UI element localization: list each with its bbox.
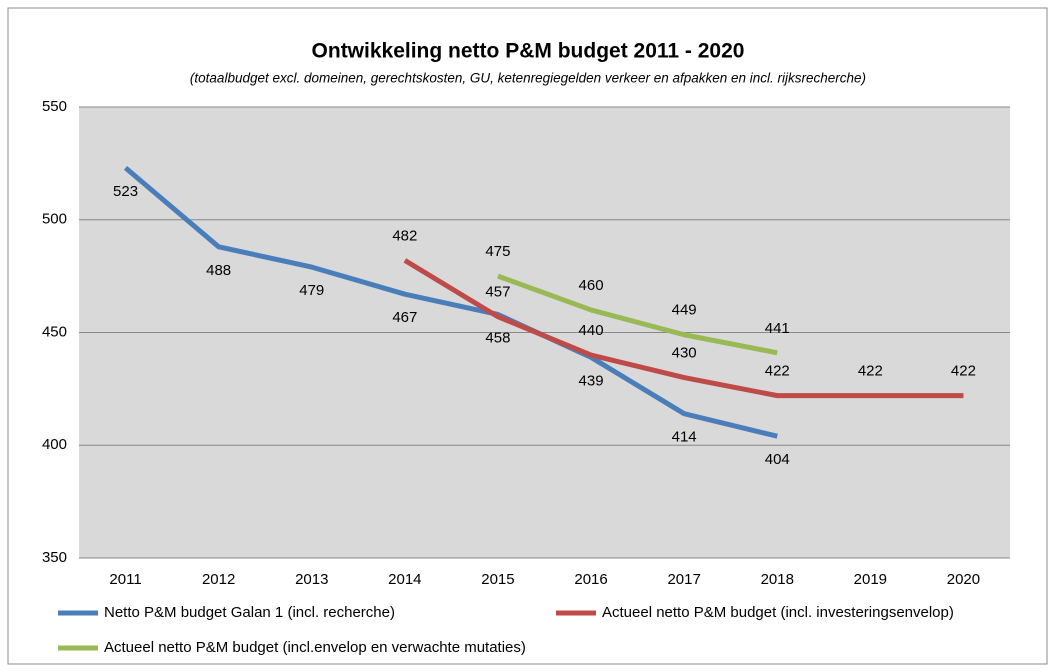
x-tick-label: 2012 bbox=[202, 571, 235, 588]
legend-label: Netto P&M budget Galan 1 (incl. recherch… bbox=[104, 604, 395, 621]
data-label: 414 bbox=[672, 429, 697, 446]
data-label: 460 bbox=[579, 277, 604, 294]
data-label: 457 bbox=[485, 284, 510, 301]
data-label: 441 bbox=[765, 320, 790, 337]
series-line bbox=[403, 258, 964, 399]
data-label: 430 bbox=[672, 345, 697, 362]
data-label: 422 bbox=[765, 363, 790, 380]
data-label: 458 bbox=[485, 329, 510, 346]
x-tick-label: 2011 bbox=[109, 571, 141, 588]
data-label: 482 bbox=[392, 227, 417, 244]
chart-title: Ontwikkeling netto P&M budget 2011 - 202… bbox=[312, 40, 745, 63]
data-label: 404 bbox=[765, 451, 790, 468]
x-tick-label: 2016 bbox=[574, 571, 607, 588]
data-label: 479 bbox=[299, 282, 324, 299]
series-line bbox=[497, 273, 778, 356]
data-label: 422 bbox=[951, 363, 976, 380]
data-label: 422 bbox=[858, 363, 883, 380]
data-label: 488 bbox=[206, 262, 231, 279]
legend-label: Actueel netto P&M budget (incl. invester… bbox=[602, 604, 954, 621]
y-tick-label: 550 bbox=[42, 98, 67, 115]
x-tick-label: 2014 bbox=[388, 571, 421, 588]
legend-label: Actueel netto P&M budget (incl.envelop e… bbox=[104, 639, 526, 656]
x-tick-label: 2020 bbox=[947, 571, 980, 588]
x-tick-label: 2013 bbox=[295, 571, 328, 588]
y-tick-label: 500 bbox=[42, 211, 67, 228]
y-tick-label: 450 bbox=[42, 323, 67, 340]
y-tick-label: 400 bbox=[42, 436, 67, 453]
data-label: 467 bbox=[392, 309, 417, 326]
data-label: 475 bbox=[485, 243, 510, 260]
data-label: 440 bbox=[579, 322, 604, 339]
x-tick-label: 2018 bbox=[761, 571, 794, 588]
x-tick-label: 2017 bbox=[667, 571, 700, 588]
chart-subtitle: (totaalbudget excl. domeinen, gerechtsko… bbox=[190, 71, 866, 86]
data-label: 449 bbox=[672, 302, 697, 319]
data-label: 439 bbox=[579, 372, 604, 389]
series-line bbox=[123, 165, 778, 439]
x-tick-label: 2019 bbox=[854, 571, 887, 588]
x-tick-label: 2015 bbox=[481, 571, 514, 588]
data-label: 523 bbox=[113, 183, 138, 200]
y-tick-label: 350 bbox=[42, 549, 67, 566]
